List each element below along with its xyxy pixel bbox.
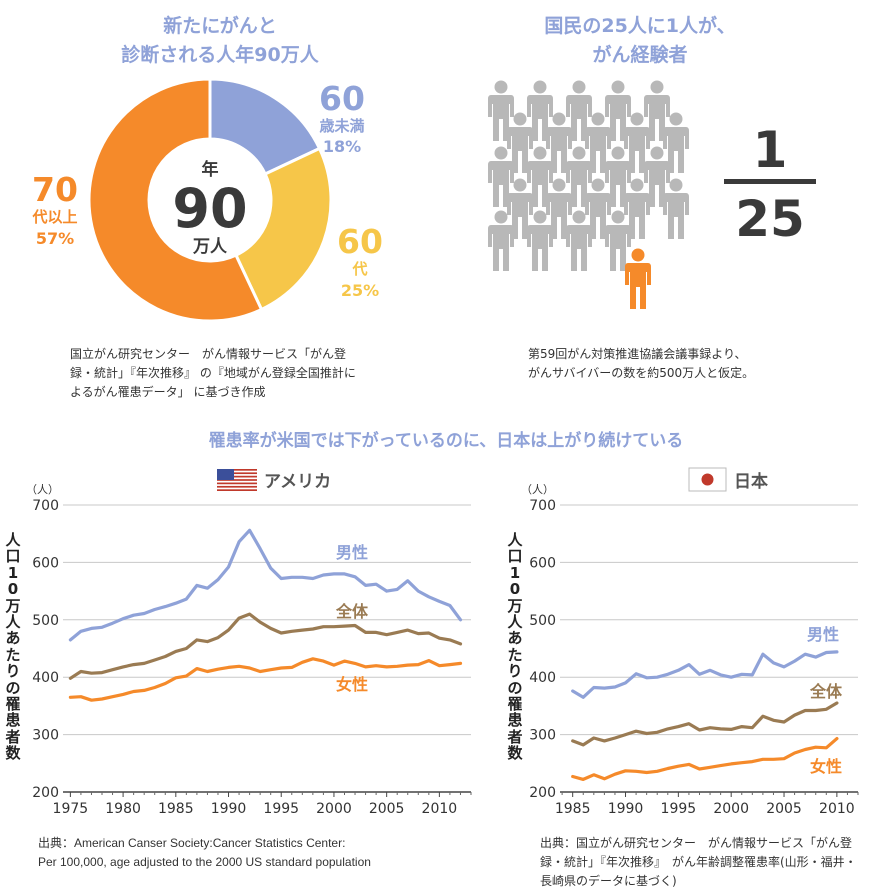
main-title: 罹患率が米国では下がっているのに、日本は上がり続けている xyxy=(208,431,684,451)
note-line: 録・統計」『年次推移』 がん年齢調整罹患率(山形・福井・ xyxy=(540,855,857,869)
usa-female-label: 女性 xyxy=(336,675,368,694)
note-line: 出典：国立がん研究センター がん情報サービス「がん登 xyxy=(540,836,853,850)
japan-source-note: 出典：国立がん研究センター がん情報サービス「がん登 録・統計」『年次推移』 が… xyxy=(540,834,885,891)
flag-stripe xyxy=(217,475,257,478)
flag-stripe xyxy=(217,482,257,485)
flag-stripe xyxy=(217,479,257,481)
japan-y-tick-label: 400 xyxy=(529,670,556,686)
usa-total-label: 全体 xyxy=(335,602,369,621)
japan-chart-title: 日本 xyxy=(734,471,768,492)
japan-y-axis-label: 人口10万人あたりの罹患者数 xyxy=(507,531,523,763)
donut-title-line2: 診断される人年90万人 xyxy=(121,44,319,66)
people-source-note: 第59回がん対策推進協議会議事録より、 がんサバイバーの数を約500万人と仮定。 xyxy=(528,345,848,383)
japan-y-tick-label: 300 xyxy=(529,728,556,744)
usa-x-tick-label: 1980 xyxy=(105,801,141,817)
usa-x-tick-label: 2005 xyxy=(369,801,405,817)
japan-y-tick-label: 500 xyxy=(529,613,556,629)
usa-chart-title: アメリカ xyxy=(264,472,331,492)
usa-y-axis-label: 人口10万人あたりの罹患者数 xyxy=(5,531,21,763)
slice-70-plus xyxy=(87,77,264,323)
slice-label-under60-num: 60 xyxy=(319,79,365,118)
note-line: 出典：American Canser Society:Cancer Statis… xyxy=(38,836,346,850)
donut-chart: 年 90 万人 60 歳未満 18% 60 代 25% 70 代以上 57% xyxy=(31,77,383,323)
fraction: 1 25 xyxy=(724,121,816,248)
fraction-numerator: 1 xyxy=(753,121,788,179)
japan-male-label: 男性 xyxy=(807,625,839,644)
usa-x-tick-label: 1995 xyxy=(263,801,299,817)
people-title: 国民の25人に1人が、 がん経験者 xyxy=(500,12,780,70)
slice-label-70plus-pct: 57% xyxy=(36,229,74,248)
people-title-line2: がん経験者 xyxy=(592,44,688,66)
slice-label-70plus-text: 代以上 xyxy=(31,208,77,226)
japan-total-line xyxy=(571,701,839,747)
usa-y-tick-label: 600 xyxy=(32,555,59,571)
usa-total-line xyxy=(68,612,463,680)
flag-stripe xyxy=(217,489,257,491)
slice-label-under60-pct: 18% xyxy=(323,137,361,156)
flag-stripe xyxy=(217,472,257,475)
usa-y-tick-label: 200 xyxy=(32,785,59,801)
usa-female-line xyxy=(68,657,463,702)
flag-stripe xyxy=(217,485,257,488)
donut-center-bottom: 万人 xyxy=(192,237,228,257)
usa-unit-label: （人） xyxy=(26,483,59,496)
slice-label-60s-pct: 25% xyxy=(341,281,379,300)
flag-stripe xyxy=(217,469,257,471)
slice-label-60s-num: 60 xyxy=(337,222,383,261)
japan-x-tick-label: 1985 xyxy=(555,801,591,817)
japan-y-tick-label: 200 xyxy=(529,785,556,801)
note-line: 長崎県のデータに基づく) xyxy=(540,874,677,888)
donut-title-line1: 新たにがんと xyxy=(163,15,277,37)
japan-male-line xyxy=(571,650,839,699)
donut-center-value: 90 xyxy=(172,177,247,240)
note-line: 第59回がん対策推進協議会議事録より、 xyxy=(528,347,747,361)
slice-label-under60-text: 歳未満 xyxy=(319,117,364,135)
japan-female-label: 女性 xyxy=(810,757,842,776)
usa-male-label: 男性 xyxy=(336,543,368,562)
usa-x-tick-label: 1975 xyxy=(53,801,89,817)
us-flag-icon xyxy=(217,469,257,491)
slice-60s xyxy=(233,146,333,312)
japan-x-tick-label: 2005 xyxy=(766,801,802,817)
people-title-line1: 国民の25人に1人が、 xyxy=(544,15,736,37)
donut-center-top: 年 xyxy=(202,159,219,180)
usa-x-tick-label: 1985 xyxy=(158,801,194,817)
fraction-denominator: 25 xyxy=(735,190,805,248)
japan-female-line xyxy=(571,736,839,782)
donut-title: 新たにがんと 診断される人年90万人 xyxy=(80,12,360,70)
note-line: Per 100,000, age adjusted to the 2000 US… xyxy=(38,855,371,869)
usa-y-tick-label: 700 xyxy=(32,498,59,514)
usa-y-tick-label: 400 xyxy=(32,670,59,686)
japan-y-tick-label: 600 xyxy=(529,555,556,571)
japan-x-tick-label: 2000 xyxy=(713,801,749,817)
slice-label-60s-text: 代 xyxy=(351,260,367,278)
usa-x-tick-label: 1990 xyxy=(211,801,247,817)
usa-male-line xyxy=(68,528,463,642)
slice-label-70plus-num: 70 xyxy=(32,170,78,209)
note-line: 録・統計」『年次推移』 の『地域がん登録全国推計に xyxy=(70,366,356,380)
japan-y-tick-label: 700 xyxy=(529,498,556,514)
japan-flag-icon xyxy=(688,467,727,492)
japan-total-label: 全体 xyxy=(809,682,843,701)
donut-source-note: 国立がん研究センター がん情報サービス「がん登 録・統計」『年次推移』 の『地域… xyxy=(70,345,390,402)
usa-source-note: 出典：American Canser Society:Cancer Statis… xyxy=(38,834,478,872)
japan-unit-label: （人） xyxy=(521,483,554,496)
note-line: がんサバイバーの数を約500万人と仮定。 xyxy=(528,366,755,380)
usa-y-tick-label: 300 xyxy=(32,728,59,744)
japan-x-tick-label: 1990 xyxy=(608,801,644,817)
note-line: よるがん罹患データ」 に基づき作成 xyxy=(70,385,266,399)
japan-x-tick-label: 1995 xyxy=(661,801,697,817)
usa-y-tick-label: 500 xyxy=(32,613,59,629)
japan-x-tick-label: 2010 xyxy=(819,801,855,817)
usa-x-tick-label: 2010 xyxy=(422,801,458,817)
usa-x-tick-label: 2000 xyxy=(316,801,352,817)
note-line: 国立がん研究センター がん情報サービス「がん登 xyxy=(70,347,347,361)
fraction-bar xyxy=(724,179,816,184)
